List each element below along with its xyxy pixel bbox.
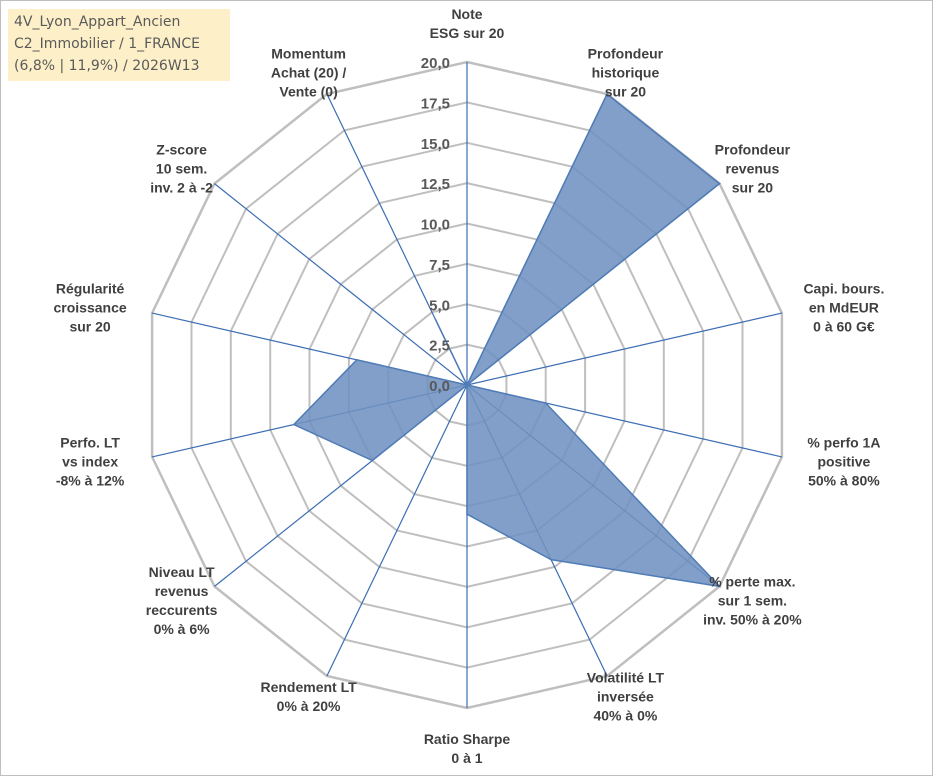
axis-label-line: 10 sem.: [156, 161, 207, 177]
tick-label: 10,0: [421, 217, 450, 234]
axis-label-line: reccurents: [146, 602, 218, 618]
data-point: [718, 585, 721, 588]
axis-label-0: Note ESG sur 20: [430, 6, 505, 41]
axis-label-line: vs index: [62, 454, 118, 470]
spoke-3: [466, 312, 783, 386]
axis-label-line: 0 à 60 G€: [813, 319, 875, 335]
axis-label-line: Z-score: [156, 142, 207, 158]
data-point: [434, 318, 437, 321]
axis-label-5: % perte max. sur 1 sem. inv. 50% à 20%: [703, 573, 802, 627]
axis-label-line: Perfo. LT: [60, 435, 120, 451]
axis-label-line: sur 1 sem.: [718, 592, 787, 608]
data-point: [371, 459, 374, 462]
tick-label: 17,5: [421, 95, 450, 112]
axis-label-line: inversée: [597, 688, 654, 704]
data-point: [466, 513, 468, 515]
data-point: [544, 402, 547, 404]
axis-label-line: 0 à 1: [451, 750, 482, 766]
axis-label-line: ESG sur 20: [430, 25, 505, 41]
tick-label: 7,5: [429, 257, 450, 274]
axis-label-line: 40% à 0%: [593, 707, 657, 723]
data-point: [550, 558, 552, 561]
axis-label-7: Ratio Sharpe 0 à 1: [424, 731, 511, 766]
axis-label-line: historique: [592, 65, 660, 81]
axis-label-line: positive: [817, 454, 870, 470]
tick-label: 15,0: [421, 136, 450, 153]
axis-label-line: Profondeur: [588, 46, 664, 62]
axis-label-4: % perfo 1A positive 50% à 80%: [807, 435, 880, 489]
axis-label-line: 50% à 80%: [808, 473, 880, 489]
title-line-2: C2_Immobilier / 1_FRANCE: [14, 36, 200, 52]
axis-label-line: 0% à 6%: [154, 621, 211, 637]
axis-label-line: Niveau LT: [149, 564, 215, 580]
axis-label-line: en MdEUR: [809, 300, 879, 316]
axis-label-line: Rendement LT: [260, 679, 357, 695]
axis-label-line: Note: [451, 6, 482, 22]
axis-label-line: Volatilité LT: [587, 669, 665, 685]
axis-label-8: Rendement LT 0% à 20%: [260, 679, 357, 714]
tick-label: 12,5: [421, 176, 450, 193]
axis-label-line: revenus: [726, 161, 780, 177]
axis-label-line: sur 20: [69, 319, 110, 335]
axis-label-line: croissance: [54, 300, 127, 316]
title-line-3: (6,8% | 11,9%) / 2026W13: [14, 58, 200, 74]
tick-label: 2,5: [429, 338, 450, 355]
axis-label-12: Z-score 10 sem. inv. 2 à -2: [150, 142, 213, 196]
axis-label-line: Régularité: [56, 281, 125, 297]
spoke-12: [214, 183, 468, 386]
axis-label-line: Vente (0): [279, 84, 337, 100]
axis-label-line: inv. 2 à -2: [150, 180, 213, 196]
axis-label-line: Achat (20) /: [271, 65, 347, 81]
axis-label-3: Capi. bours. en MdEUR 0 à 60 G€: [803, 281, 884, 335]
axis-label-2: Profondeur revenus sur 20: [715, 142, 791, 196]
axis-label-line: -8% à 12%: [56, 473, 125, 489]
data-point: [466, 384, 468, 386]
axis-label-6: Volatilité LT inversée 40% à 0%: [587, 669, 665, 723]
axis-label-10: Perfo. LT vs index -8% à 12%: [56, 435, 125, 489]
axis-label-line: inv. 50% à 20%: [703, 611, 802, 627]
tick-label: 0,0: [429, 378, 450, 395]
axis-label-line: sur 20: [732, 180, 773, 196]
data-point: [293, 423, 295, 426]
axis-label-line: Profondeur: [715, 142, 791, 158]
title-line-1: 4V_Lyon_Appart_Ancien: [14, 14, 181, 30]
axis-label-1: Profondeur historique sur 20: [588, 46, 664, 100]
axis-label-13: Momentum Achat (20) / Vente (0): [271, 46, 347, 100]
axis-label-line: % perte max.: [709, 573, 795, 589]
data-point: [606, 93, 608, 95]
data-point: [718, 182, 721, 185]
axis-label-line: % perfo 1A: [807, 435, 880, 451]
tick-label: 20,0: [421, 55, 450, 72]
axis-label-line: sur 20: [605, 84, 646, 100]
axis-label-line: Capi. bours.: [803, 281, 884, 297]
axis-label-9: Niveau LT revenus reccurents 0% à 6%: [146, 564, 218, 637]
axis-label-line: 0% à 20%: [277, 698, 341, 714]
data-point: [356, 359, 358, 361]
axis-label-line: Momentum: [271, 46, 346, 62]
tick-label: 5,0: [429, 297, 450, 314]
chart-title-box: 4V_Lyon_Appart_Ancien C2_Immobilier / 1_…: [8, 9, 230, 81]
axis-label-line: Ratio Sharpe: [424, 731, 511, 747]
axis-label-11: Régularité croissance sur 20: [54, 281, 127, 335]
spoke-8: [326, 384, 468, 677]
axis-label-line: revenus: [155, 583, 209, 599]
